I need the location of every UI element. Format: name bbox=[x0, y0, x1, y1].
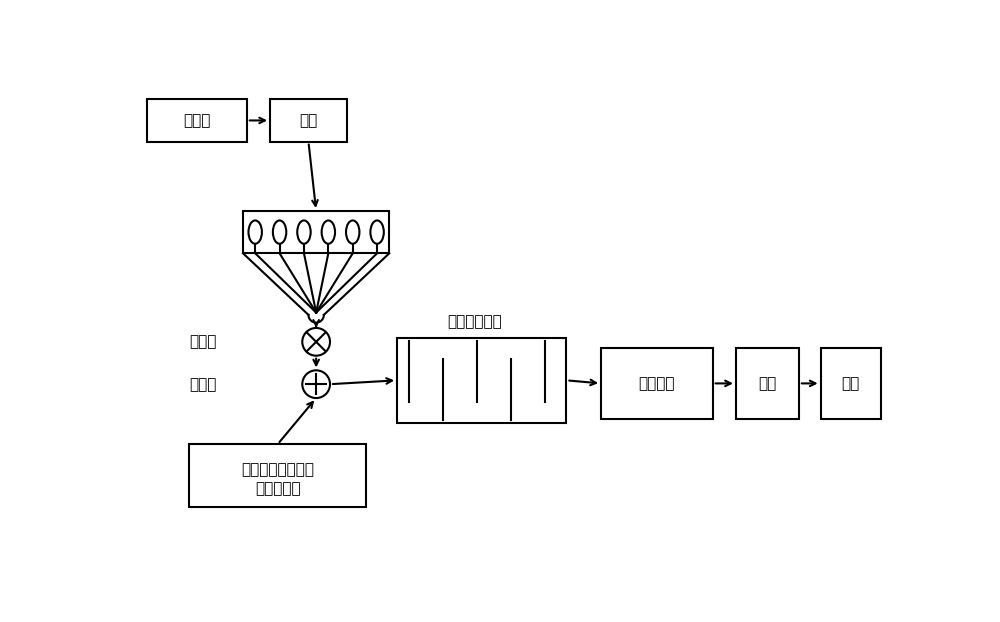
Bar bbox=[736, 348, 799, 419]
Text: 产品: 产品 bbox=[841, 376, 860, 391]
Bar bbox=[601, 348, 713, 419]
Ellipse shape bbox=[273, 220, 286, 244]
Circle shape bbox=[302, 328, 330, 356]
Text: 过滤: 过滤 bbox=[299, 113, 318, 128]
Ellipse shape bbox=[248, 220, 262, 244]
Ellipse shape bbox=[297, 220, 311, 244]
Text: 冻干: 冻干 bbox=[758, 376, 776, 391]
Text: 唷拉西林和他唇巴: 唷拉西林和他唇巴 bbox=[241, 462, 314, 477]
Bar bbox=[820, 348, 881, 419]
Bar bbox=[243, 211, 389, 253]
Text: 除菌过滤: 除菌过滤 bbox=[639, 376, 675, 391]
Bar bbox=[270, 100, 347, 142]
Text: 碱溶液: 碱溶液 bbox=[183, 113, 210, 128]
Ellipse shape bbox=[322, 220, 335, 244]
Text: 坦混悬溶液: 坦混悬溶液 bbox=[255, 481, 300, 496]
Text: 单向阀: 单向阀 bbox=[189, 335, 216, 350]
Ellipse shape bbox=[346, 220, 359, 244]
Bar bbox=[189, 444, 366, 508]
Bar bbox=[147, 100, 247, 142]
Ellipse shape bbox=[370, 220, 384, 244]
Bar bbox=[397, 338, 566, 423]
Text: 微通道反应器: 微通道反应器 bbox=[447, 313, 502, 329]
Circle shape bbox=[302, 370, 330, 398]
Text: 混合器: 混合器 bbox=[189, 377, 216, 392]
